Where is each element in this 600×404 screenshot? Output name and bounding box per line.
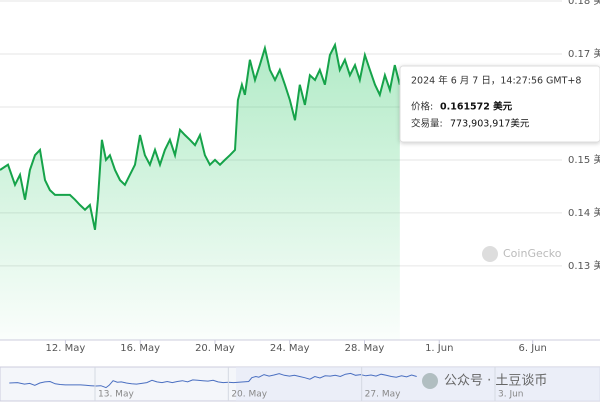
- navigator-window: [236, 367, 600, 401]
- x-tick-label: 12. May: [46, 343, 86, 354]
- tooltip-price: 0.161572 美元: [440, 101, 513, 113]
- x-tick-label: 20. May: [195, 343, 235, 354]
- x-ticks: 12. May 16. May 20. May 24. May 28. May 1. Ju…: [46, 340, 547, 354]
- tooltip-volume: 773,903,917美元: [450, 118, 530, 130]
- tooltip-price-label: 价格:: [411, 101, 433, 113]
- watermark: CoinGecko: [503, 247, 562, 260]
- tooltip: [399, 65, 600, 143]
- x-tick-label: 16. May: [120, 343, 160, 354]
- price-line: [0, 41, 401, 231]
- y-tick-label: 0.15 美元: [568, 153, 600, 166]
- navigator-plot: 13. May 20. May 27. May 3. Jun: [9, 367, 524, 401]
- x-tick-label: 1. Jun: [425, 343, 453, 354]
- navigator-line: [9, 372, 417, 389]
- tooltip-date: 2024 年 6 月 7 日，14:27:56 GMT+8: [411, 75, 581, 87]
- tooltip-box: [399, 65, 600, 143]
- x-tick-label: 24. May: [270, 343, 310, 354]
- y-tick-label: 0.18 美元: [568, 0, 600, 7]
- navigator-tick-label: 27. May: [365, 390, 401, 400]
- x-tick-label: 6. Jun: [519, 343, 547, 354]
- y-tick-label: 0.14 美元: [568, 206, 600, 219]
- navigator-tick-label: 13. May: [98, 390, 134, 400]
- navigator-tick-label: 20. May: [231, 390, 267, 400]
- y-tick-label: 0.17 美元: [568, 47, 600, 60]
- footer-icon: [422, 373, 438, 389]
- area: [0, 45, 400, 340]
- plot: [0, 41, 401, 340]
- footer: 公众号 · 土豆谈币: [444, 374, 547, 389]
- tooltip-volume-label: 交易量:: [411, 118, 443, 130]
- logo: [482, 246, 498, 262]
- navigator-tick-label: 3. Jun: [498, 390, 524, 400]
- y-tick-label: 0.13 美元: [568, 259, 600, 272]
- x-tick-label: 28. May: [345, 343, 385, 354]
